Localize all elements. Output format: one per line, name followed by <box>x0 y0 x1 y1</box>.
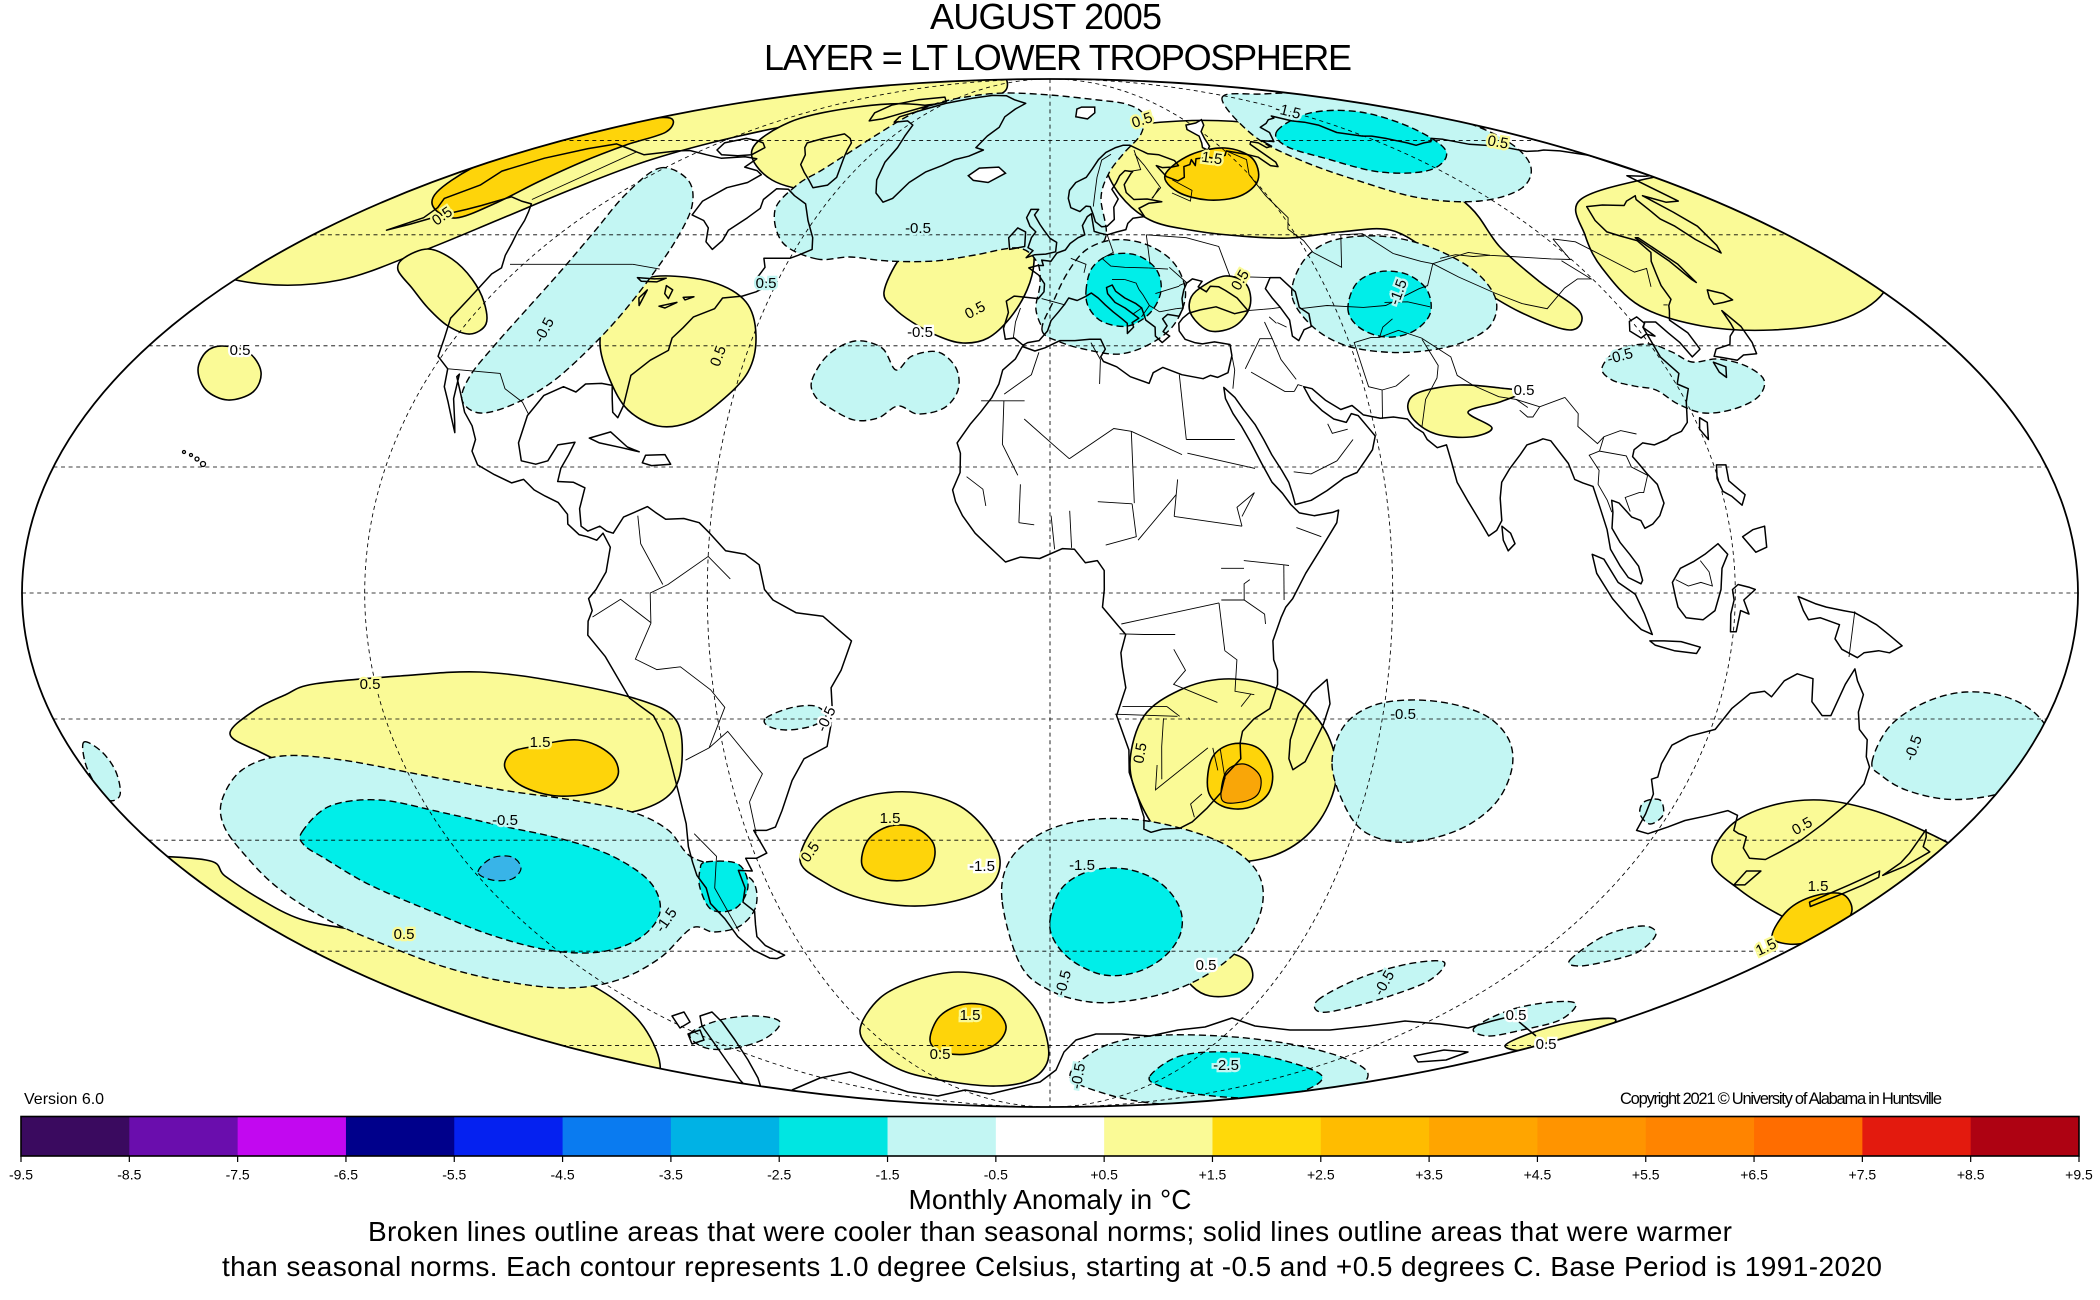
svg-text:-0.5: -0.5 <box>492 812 518 829</box>
svg-text:+8.5: +8.5 <box>1957 1167 1985 1183</box>
svg-text:1.5: 1.5 <box>960 1007 981 1024</box>
svg-text:0.5: 0.5 <box>394 926 415 943</box>
svg-text:1.5: 1.5 <box>1808 878 1829 895</box>
svg-text:-2.5: -2.5 <box>767 1167 791 1183</box>
svg-text:-1.5: -1.5 <box>1069 857 1095 874</box>
svg-text:1.5: 1.5 <box>530 734 551 751</box>
svg-text:Copyright 2021 © University of: Copyright 2021 © University of Alabama i… <box>1620 1090 1942 1108</box>
svg-text:-4.5: -4.5 <box>551 1167 575 1183</box>
svg-text:0.5: 0.5 <box>1514 382 1535 399</box>
svg-text:-9.5: -9.5 <box>9 1167 33 1183</box>
svg-text:0.5: 0.5 <box>1196 957 1217 974</box>
svg-text:-0.5: -0.5 <box>984 1167 1008 1183</box>
svg-text:0.5: 0.5 <box>930 1046 951 1063</box>
svg-text:1.5: 1.5 <box>880 810 901 827</box>
svg-text:-0.5: -0.5 <box>907 324 933 341</box>
svg-text:-3.5: -3.5 <box>659 1167 683 1183</box>
svg-text:0.5: 0.5 <box>1130 741 1150 764</box>
svg-text:-2.5: -2.5 <box>1213 1057 1239 1074</box>
svg-text:+9.5: +9.5 <box>2065 1167 2093 1183</box>
svg-text:0.5: 0.5 <box>756 275 777 292</box>
svg-text:1.5: 1.5 <box>1200 149 1223 169</box>
svg-text:0.5: 0.5 <box>1506 1007 1527 1024</box>
svg-text:AUGUST 2005: AUGUST 2005 <box>930 0 1162 37</box>
svg-text:0.5: 0.5 <box>230 342 251 359</box>
svg-text:0.5: 0.5 <box>360 676 381 693</box>
svg-text:+5.5: +5.5 <box>1632 1167 1660 1183</box>
svg-text:-1.5: -1.5 <box>875 1167 899 1183</box>
svg-text:-5.5: -5.5 <box>442 1167 466 1183</box>
svg-text:LAYER = LT LOWER TROPOSPHERE: LAYER = LT LOWER TROPOSPHERE <box>764 37 1352 78</box>
svg-text:0.5: 0.5 <box>1486 132 1509 152</box>
svg-text:+1.5: +1.5 <box>1199 1167 1227 1183</box>
svg-text:-0.5: -0.5 <box>905 220 931 237</box>
svg-text:-1.5: -1.5 <box>969 858 995 875</box>
svg-text:+3.5: +3.5 <box>1415 1167 1443 1183</box>
svg-text:Monthly Anomaly in °C: Monthly Anomaly in °C <box>909 1184 1192 1215</box>
svg-text:-8.5: -8.5 <box>117 1167 141 1183</box>
svg-text:Broken lines outline areas tha: Broken lines outline areas that were coo… <box>368 1216 1732 1247</box>
svg-text:+2.5: +2.5 <box>1307 1167 1335 1183</box>
svg-text:-6.5: -6.5 <box>334 1167 358 1183</box>
svg-text:+4.5: +4.5 <box>1524 1167 1552 1183</box>
svg-text:Version 6.0: Version 6.0 <box>24 1091 104 1108</box>
svg-text:+7.5: +7.5 <box>1849 1167 1877 1183</box>
svg-text:+0.5: +0.5 <box>1090 1167 1118 1183</box>
svg-text:-0.5: -0.5 <box>1390 706 1416 723</box>
svg-text:+6.5: +6.5 <box>1740 1167 1768 1183</box>
svg-text:than seasonal norms. Each cont: than seasonal norms. Each contour repres… <box>222 1251 1882 1282</box>
svg-text:-7.5: -7.5 <box>226 1167 250 1183</box>
svg-text:0.5: 0.5 <box>1536 1036 1557 1053</box>
